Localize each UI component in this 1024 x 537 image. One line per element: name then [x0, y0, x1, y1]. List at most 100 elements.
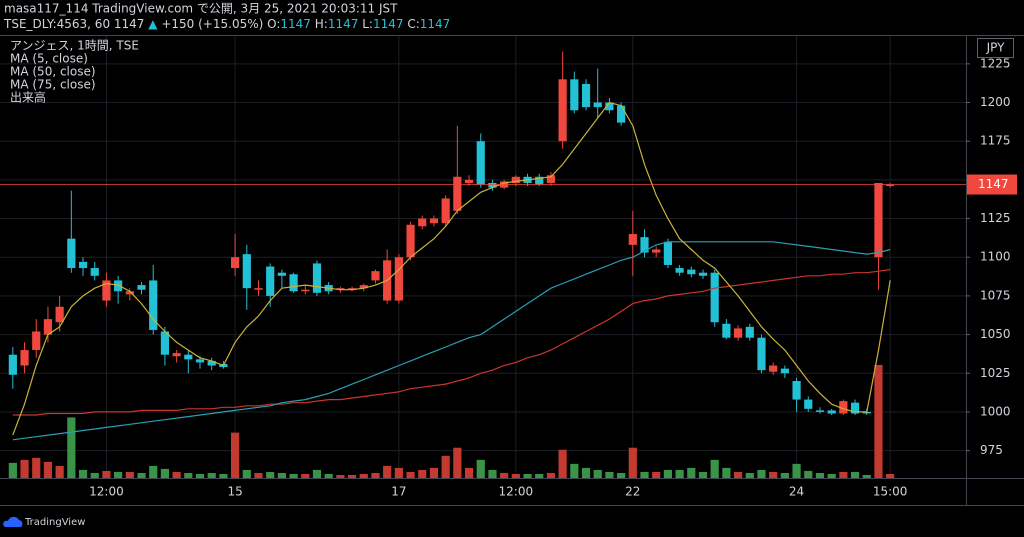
volume-bar	[605, 471, 614, 478]
volume-bar	[652, 471, 661, 478]
volume-bar	[67, 417, 76, 478]
volume-bar	[301, 473, 310, 478]
volume-bar	[886, 473, 895, 478]
volume-bar	[535, 473, 544, 478]
candle-body	[511, 176, 520, 183]
candle-body	[441, 198, 450, 224]
candle-body	[67, 238, 76, 269]
symbol: TSE_DLY:4563, 60	[3, 17, 110, 31]
y-tick-label: 1125	[980, 211, 1011, 225]
volume-bar	[78, 469, 88, 478]
volume-bar	[488, 469, 497, 478]
ma-line	[12, 241, 891, 441]
y-tick-label: 1050	[980, 327, 1011, 341]
logo-icon	[3, 516, 23, 527]
volume-bar	[418, 469, 427, 478]
volume-bar	[780, 472, 789, 478]
volume-bar	[476, 459, 485, 478]
volume-bar	[266, 471, 275, 478]
volume-bar	[593, 469, 602, 478]
volume-bar	[8, 462, 17, 478]
ma-line	[12, 101, 891, 436]
legend-title: アンジェス, 1時間, TSE	[10, 39, 139, 53]
volume-bar	[710, 459, 719, 478]
candle-body	[710, 272, 719, 323]
candle-body	[125, 291, 134, 295]
candle-body	[535, 176, 544, 185]
volume-bar	[125, 471, 134, 478]
volume-bar	[219, 473, 228, 478]
volume-bar	[242, 469, 251, 478]
candle-body	[336, 288, 345, 290]
volume-bar	[687, 467, 696, 478]
candle-body	[675, 268, 684, 273]
candle-body	[172, 353, 181, 357]
volume-bar	[383, 465, 392, 478]
volume-bar	[90, 472, 99, 478]
y-tick-label: 1225	[980, 56, 1011, 70]
candle-body	[359, 285, 368, 289]
volume-bar	[231, 432, 240, 478]
header-quote: TSE_DLY:4563, 60 1147 ▲ +150 (+15.05%) O…	[3, 17, 450, 31]
quote-label: C:	[407, 17, 419, 31]
candle-body	[90, 268, 99, 276]
candle-body	[792, 380, 801, 400]
candle-body	[827, 410, 836, 414]
volume-bar	[722, 467, 731, 478]
volume-bar	[32, 457, 41, 478]
volume-bar	[324, 473, 333, 478]
volume-bar	[195, 473, 205, 478]
volume-bar	[757, 469, 766, 478]
volume-bar	[581, 467, 591, 478]
last-price-box	[967, 174, 1017, 195]
legend-entry: 出来高	[10, 90, 46, 105]
candle-body	[757, 337, 766, 371]
candle-body	[195, 359, 205, 363]
candle-body	[488, 182, 497, 188]
x-tick-label: 15:00	[873, 485, 908, 499]
volume-bar	[745, 472, 754, 478]
candle-body	[698, 272, 708, 276]
candle-body	[207, 360, 216, 366]
candle-body	[464, 179, 474, 183]
candle-body	[406, 224, 415, 258]
candle-body	[184, 354, 193, 360]
volume-bar	[523, 473, 532, 478]
candle-body	[745, 326, 754, 338]
y-tick-label: 1175	[980, 134, 1011, 148]
candle-body	[266, 266, 275, 296]
volume-bar	[546, 472, 556, 478]
candle-body	[815, 410, 825, 412]
candle-body	[8, 354, 17, 375]
volume-bar	[617, 472, 626, 478]
quote-value: 1147	[420, 17, 451, 31]
quote-value: 1147	[280, 17, 311, 31]
volume-bar	[149, 465, 158, 478]
quote-label: O:	[267, 17, 280, 31]
volume-bar	[102, 470, 111, 478]
candle-body	[628, 234, 637, 245]
volume-bar	[172, 471, 181, 478]
candle-body	[546, 175, 556, 183]
volume-bar	[804, 470, 813, 478]
volume-bar	[839, 471, 848, 478]
candle-body	[114, 280, 123, 292]
brand: TradingView	[24, 517, 85, 528]
candle-body	[652, 249, 661, 253]
x-tick-label: 22	[625, 485, 640, 499]
candle-body	[301, 289, 310, 292]
candle-body	[862, 411, 871, 414]
candle-body	[149, 280, 158, 330]
candle-body	[32, 331, 41, 351]
candle-body	[605, 102, 614, 111]
volume-bar	[698, 471, 708, 478]
volume-bar	[570, 463, 579, 478]
y-tick-label: 1000	[980, 404, 1011, 418]
x-tick-label: 17	[391, 485, 406, 499]
candle-body	[687, 269, 696, 275]
volume-bar	[347, 474, 357, 478]
x-tick-label: 15	[227, 485, 242, 499]
volume-bar	[254, 472, 263, 478]
logo: TradingView	[3, 516, 85, 528]
